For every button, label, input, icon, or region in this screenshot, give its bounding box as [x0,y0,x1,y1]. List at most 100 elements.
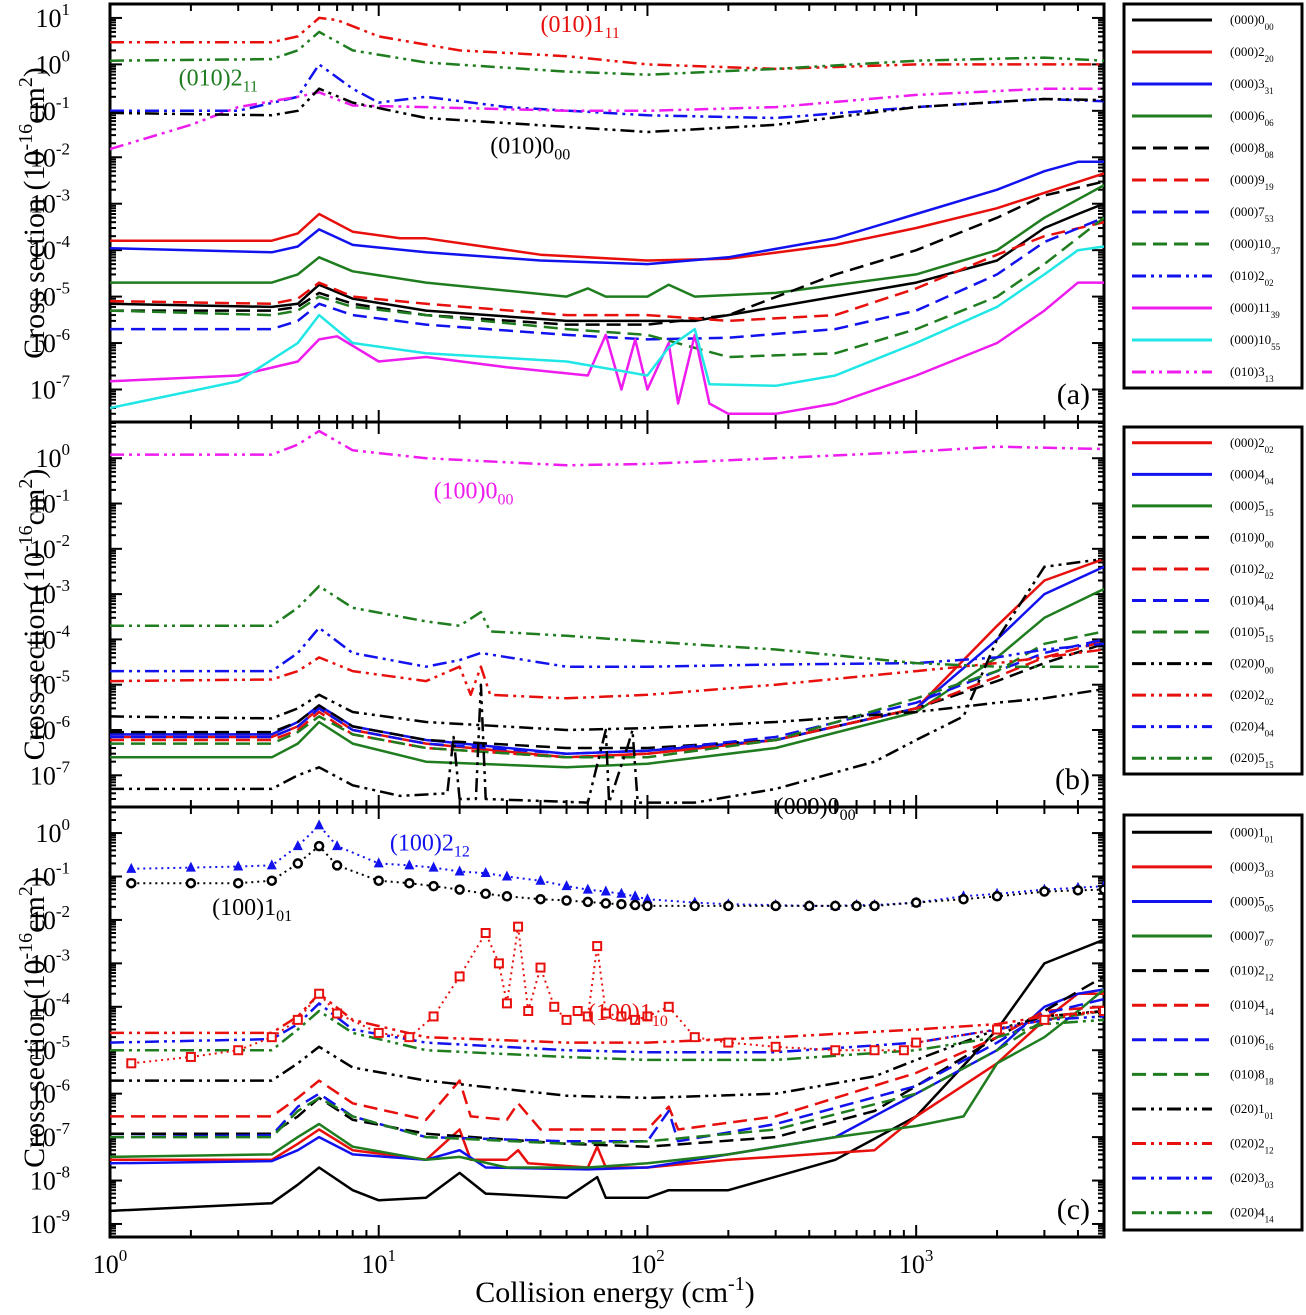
marker-point [404,859,415,870]
y-tick-label: 10-1 [30,93,70,126]
marker-point [233,860,244,871]
series-line-2 [110,160,1104,266]
series-line-5 [110,220,1104,323]
legend-frame [1122,425,1304,776]
marker-point [600,885,611,896]
marker-point [535,893,546,905]
legend-label: (000)515 [1230,498,1274,518]
marker-point [616,898,627,910]
annotation-1: (100)101 [212,895,292,925]
legend-label: (000)404 [1230,466,1274,486]
marker-point [1099,1006,1104,1017]
annotation-0: (010)111 [541,12,620,42]
marker-point [869,900,880,912]
marker-point [723,900,734,912]
y-tick-label: 10-3 [30,576,70,609]
marker-point [185,877,197,889]
series-line-8 [110,648,1104,700]
extra-series-line-0 [110,429,1104,467]
legend-2: (000)101 (000)303 (000)505 (000)707 (010)212… [1122,813,1304,1232]
marker-point [663,1001,674,1012]
legend-label: (000)753 [1230,204,1274,224]
marker-point [126,877,137,889]
y-tick-label: 10-4 [30,621,71,654]
series-line-11 [110,87,1104,151]
y-tick-label: 10-7 [30,1119,71,1152]
marker-point [126,862,137,873]
marker-point [770,900,781,912]
marker-point [689,900,701,912]
series-line-3 [110,184,1104,298]
marker-point [480,888,491,900]
series-line-1 [110,992,1104,1169]
marker-point [869,1045,880,1056]
marker-point [501,870,512,881]
marker-point [572,1006,583,1017]
y-tick-label: 10-5 [30,667,70,700]
marker-point [992,1024,1003,1035]
marker-point [373,875,384,886]
marker-point [991,891,1003,902]
marker-point [549,1001,560,1012]
annotation-2: (100)110 [588,1000,668,1030]
marker-point [185,1051,196,1062]
legend-label: (000)331 [1230,76,1274,96]
marker-point [582,883,593,894]
marker-series-line-0 [131,824,1104,907]
marker-point [582,896,594,908]
marker-point [600,898,612,909]
y-tick-label: 10-7 [30,371,71,404]
legend-label: (000)505 [1230,893,1274,913]
y-tick-label: 10-6 [30,325,70,358]
x-tick-label: 102 [630,1246,665,1279]
marker-point [851,900,862,912]
marker-point [642,1011,653,1022]
plots: 10-7 10-6 10-5 10-4 10-3 10-2 10-1 100 101 Cross … [15,0,1106,1279]
extra-series-line-0 [110,16,1104,71]
marker-point [582,1011,593,1022]
series-line-6 [110,630,1104,759]
legend-label: (000)1055 [1230,332,1281,352]
legend-label: (000)1139 [1230,300,1280,320]
marker-point [493,958,504,969]
marker-point [1039,886,1050,897]
legend-label: (020)404 [1230,719,1274,739]
marker-point [404,877,415,889]
legend-label: (010)202 [1230,268,1274,288]
marker-point [561,880,572,891]
marker-point [428,861,439,872]
series-line-9 [110,281,1104,416]
marker-point [331,860,343,871]
extra-series-line-1 [110,557,1104,804]
marker-point [232,877,244,889]
marker-point [332,1008,343,1019]
marker-point [911,1037,922,1048]
legend-frame [1122,813,1304,1232]
legend-label: (010)000 [1230,529,1274,549]
marker-point [523,1006,534,1017]
legend-label: (010)212 [1230,963,1274,983]
y-tick-label: 10-8 [30,1163,70,1196]
series-line-1 [110,565,1104,755]
legend-label: (020)101 [1230,1101,1274,1121]
marker-point [630,1014,641,1025]
series-line-3 [110,642,1104,750]
series-line-10 [110,245,1104,410]
marker-point [723,1037,734,1048]
marker-point [428,880,439,892]
x-axis-title: Collision energy (cm-1) [475,1273,754,1309]
y-tick-label: 101 [36,0,71,33]
marker-point [266,859,277,870]
legend-label: (000)919 [1230,172,1274,192]
y-tick-label: 10-5 [30,279,70,312]
marker-point [642,900,653,912]
marker-point [642,893,653,904]
extra-series-line-1 [110,30,1104,76]
y-axis-title: Cross section (10-16cm2) [15,67,51,359]
legend-label: (020)212 [1230,1136,1274,1156]
legend-label: (020)202 [1230,687,1274,707]
marker-point [535,874,546,885]
series-line-7 [110,1009,1104,1146]
marker-point [958,893,969,905]
marker-point [292,1014,303,1025]
